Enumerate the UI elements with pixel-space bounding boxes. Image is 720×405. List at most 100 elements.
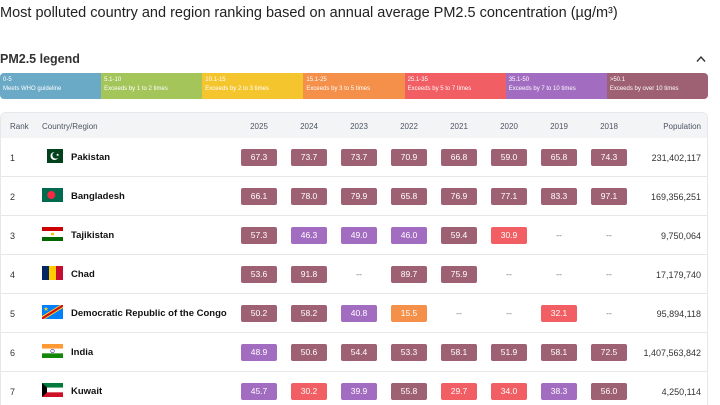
pm25-value: 77.1 bbox=[491, 188, 527, 205]
header-rank[interactable]: Rank bbox=[10, 122, 29, 131]
pm25-value: -- bbox=[506, 308, 512, 318]
pm25-value: 50.2 bbox=[241, 305, 277, 322]
pm25-value: -- bbox=[456, 308, 462, 318]
legend-description: Meets WHO guideline bbox=[3, 86, 62, 92]
pm25-value: 65.8 bbox=[541, 149, 577, 166]
legend-segment: 25.1-35 Exceeds by 5 to 7 times bbox=[404, 73, 506, 99]
pm25-value: 70.9 bbox=[391, 149, 427, 166]
rank-cell: 7 bbox=[10, 387, 16, 397]
flag-chad-icon bbox=[42, 266, 63, 280]
population-cell: 231,402,117 bbox=[651, 153, 701, 163]
pm25-value: 30.2 bbox=[291, 383, 327, 400]
ranking-table: Rank Country/Region Population 2025 2024 2… bbox=[0, 112, 708, 405]
header-year[interactable]: 2020 bbox=[500, 122, 518, 131]
header-year[interactable]: 2025 bbox=[250, 122, 268, 131]
legend-range: 35.1-50 bbox=[508, 77, 530, 83]
pm25-value: 73.7 bbox=[291, 149, 327, 166]
pm25-value: 34.0 bbox=[491, 383, 527, 400]
header-country[interactable]: Country/Region bbox=[42, 122, 98, 131]
pm25-value: 45.7 bbox=[241, 383, 277, 400]
table-row[interactable]: 3 Tajikistan 57.3 46.3 49.0 46.0 59.4 30.9 -- -- 9… bbox=[1, 216, 707, 255]
table-row[interactable]: 4 Chad 53.6 91.8 -- 89.7 75.9 -- -- -- 17,179,740 bbox=[1, 255, 707, 294]
flag-kuwait-icon bbox=[42, 383, 63, 397]
flag-drc-icon bbox=[42, 305, 63, 319]
pm25-value: 72.5 bbox=[591, 344, 627, 361]
legend-range: >50.1 bbox=[609, 77, 626, 83]
pm25-value: 59.0 bbox=[491, 149, 527, 166]
table-row[interactable]: 2 Bangladesh 66.1 78.0 79.9 65.8 76.9 77.1 83.3 9… bbox=[1, 177, 707, 216]
legend-title: PM2.5 legend bbox=[0, 52, 80, 66]
table-row[interactable]: 6 India 48.9 50.6 54.4 53.3 58.1 51.9 58.1 72.5 1,… bbox=[1, 333, 707, 372]
pm25-value: 57.3 bbox=[241, 227, 277, 244]
pm25-value: 58.1 bbox=[541, 344, 577, 361]
legend-header[interactable]: PM2.5 legend bbox=[0, 52, 708, 68]
pm25-value: 53.3 bbox=[391, 344, 427, 361]
pm25-value: 78.0 bbox=[291, 188, 327, 205]
pm25-value: 89.7 bbox=[391, 266, 427, 283]
flag-bangladesh-icon bbox=[42, 188, 63, 202]
pm25-value: 49.0 bbox=[341, 227, 377, 244]
legend-description: Exceeds by 2 to 3 times bbox=[205, 86, 269, 92]
pm25-value: 75.9 bbox=[441, 266, 477, 283]
pm25-value: 40.8 bbox=[341, 305, 377, 322]
country-name[interactable]: Pakistan bbox=[71, 152, 111, 163]
header-year[interactable]: 2023 bbox=[350, 122, 368, 131]
header-year[interactable]: 2021 bbox=[450, 122, 468, 131]
rank-cell: 4 bbox=[10, 270, 16, 280]
pm25-value: 97.1 bbox=[591, 188, 627, 205]
pm25-value: -- bbox=[506, 269, 512, 279]
country-name[interactable]: Chad bbox=[71, 269, 95, 280]
table-row[interactable]: 7 Kuwait 45.7 30.2 39.9 55.8 29.7 34.0 38.3 56.0 4… bbox=[1, 372, 707, 405]
legend-description: Exceeds by 3 to 5 times bbox=[306, 86, 371, 92]
legend-segment: 15.1-25 Exceeds by 3 to 5 times bbox=[303, 73, 405, 99]
pm25-value: 55.8 bbox=[391, 383, 427, 400]
country-name[interactable]: Tajikistan bbox=[71, 230, 115, 241]
pm25-value: 91.8 bbox=[291, 266, 327, 283]
rank-cell: 6 bbox=[10, 348, 16, 358]
legend-segment: 5.1-10 Exceeds by 1 to 2 times bbox=[101, 73, 203, 99]
legend-segment: 35.1-50 Exceeds by 7 to 10 times bbox=[505, 73, 607, 99]
pm25-value: 66.8 bbox=[441, 149, 477, 166]
population-cell: 9,750,064 bbox=[660, 231, 701, 241]
pm25-value: 54.4 bbox=[341, 344, 377, 361]
legend-description: Exceeds by over 10 times bbox=[609, 86, 679, 92]
flag-india-icon bbox=[42, 344, 63, 358]
pm25-value: 58.1 bbox=[441, 344, 477, 361]
country-name[interactable]: Bangladesh bbox=[71, 191, 125, 202]
pm25-value: 30.9 bbox=[491, 227, 527, 244]
population-cell: 1,407,563,842 bbox=[643, 348, 701, 358]
population-cell: 169,356,251 bbox=[650, 192, 701, 202]
header-population[interactable]: Population bbox=[663, 122, 701, 131]
country-name[interactable]: India bbox=[71, 347, 94, 358]
legend-description: Exceeds by 5 to 7 times bbox=[407, 86, 472, 92]
pm25-value: 53.6 bbox=[241, 266, 277, 283]
pm25-value: 79.9 bbox=[341, 188, 377, 205]
pm25-value: -- bbox=[606, 269, 612, 279]
header-year[interactable]: 2018 bbox=[600, 122, 618, 131]
rank-cell: 3 bbox=[10, 231, 16, 241]
pm25-value: 76.9 bbox=[441, 188, 477, 205]
population-cell: 17,179,740 bbox=[655, 270, 701, 280]
legend-range: 15.1-25 bbox=[306, 77, 327, 83]
legend-segment: 0-5 Meets WHO guideline bbox=[0, 73, 102, 99]
country-name[interactable]: Democratic Republic of the Congo bbox=[71, 308, 227, 319]
pm25-value: 74.3 bbox=[591, 149, 627, 166]
page-title: Most polluted country and region ranking… bbox=[0, 5, 618, 21]
header-year[interactable]: 2019 bbox=[550, 122, 568, 131]
pm25-value: 83.3 bbox=[541, 188, 577, 205]
chevron-up-icon[interactable] bbox=[696, 55, 706, 63]
table-header: Rank Country/Region Population 2025 2024 2… bbox=[1, 113, 707, 138]
header-year[interactable]: 2022 bbox=[400, 122, 418, 131]
population-cell: 95,894,118 bbox=[656, 309, 701, 319]
pm25-value: -- bbox=[606, 230, 612, 240]
pm25-value: -- bbox=[356, 269, 362, 279]
pm25-value: 48.9 bbox=[241, 344, 277, 361]
country-name[interactable]: Kuwait bbox=[71, 386, 103, 397]
legend-description: Exceeds by 7 to 10 times bbox=[508, 86, 576, 92]
header-year[interactable]: 2024 bbox=[300, 122, 318, 131]
pm25-value: 58.2 bbox=[291, 305, 327, 322]
table-row[interactable]: 1 Pakistan 67.3 73.7 73.7 70.9 66.8 59.0 65.8 74.… bbox=[1, 138, 707, 177]
table-row[interactable]: 5 Democratic Republic of the Congo 50.2 58.… bbox=[1, 294, 707, 333]
population-cell: 4,250,114 bbox=[661, 387, 701, 397]
pm25-value: -- bbox=[556, 269, 562, 279]
